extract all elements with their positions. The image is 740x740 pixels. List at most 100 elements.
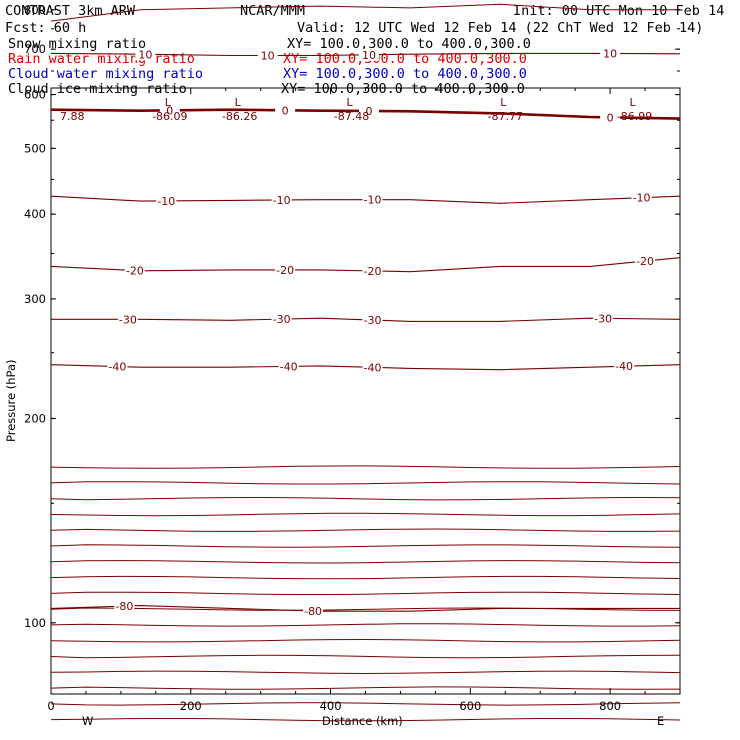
axis-ticks: 1002003004005006007008009001000020040060… (24, 3, 681, 713)
contour-layer: -80 -80 -40 -40 -40 -40 -30 -30 -30 -30 -20 -20 -20 -… (50, 3, 681, 722)
valid-time: Valid: 12 UTC Wed 12 Feb 14 (22 ChT Wed … (297, 20, 703, 36)
isotherm-label: -10 (157, 195, 175, 208)
upper-contour-line (50, 528, 681, 532)
isotherm-label-bg (614, 360, 635, 373)
isotherm-label-bg (600, 47, 621, 60)
low-center-marker: L (500, 96, 507, 109)
upper-contour-line (50, 481, 681, 485)
isotherm-label: 0 (607, 111, 614, 124)
low-center-value: -86.09 (152, 110, 187, 123)
isotherm-label: 10 (138, 48, 152, 61)
y-tick-label: 200 (24, 411, 46, 425)
upper-contour-line (50, 496, 681, 501)
east-label: E (657, 714, 664, 728)
isotherm-label: 0 (166, 104, 173, 117)
field-name-cloud-ice: Cloud ice mixing ratio (8, 81, 187, 97)
isotherm-label: 0 (365, 105, 372, 118)
y-tick-label: 700 (24, 42, 46, 56)
x-tick-label: 200 (180, 699, 202, 713)
isotherm-label-bg (362, 361, 383, 374)
isotherm-label-bg (275, 104, 296, 117)
low-center-value: -86.99 (617, 110, 652, 123)
y-tick-label: 300 (24, 292, 46, 306)
isotherm-label: -10 (273, 194, 291, 207)
x-tick-label: 400 (320, 699, 342, 713)
x-tick-label: 800 (599, 699, 621, 713)
isotherm-label: -80 (304, 605, 322, 618)
upper-contour-line (50, 670, 681, 675)
isotherm-label-bg (278, 360, 299, 373)
isotherm-label: -20 (636, 255, 654, 268)
y-axis-title: Pressure (hPa) (4, 360, 18, 443)
upper-contour-line (50, 702, 681, 706)
low-center-marker: L (235, 96, 242, 109)
west-label: W (82, 714, 93, 728)
low-level-contour (50, 3, 680, 22)
y-tick-label: 800 (24, 3, 46, 17)
isotherm-label: -40 (108, 361, 126, 374)
isotherm-label: 10 (603, 47, 617, 60)
x-axis-title: Distance (km) (322, 714, 403, 728)
upper-contour-line (50, 686, 681, 690)
org-label: NCAR/MMM (240, 3, 305, 19)
isotherm-label-bg (275, 263, 296, 276)
isotherm-label-bg (631, 191, 652, 204)
isotherm-label-bg (159, 104, 180, 117)
upper-contour-line (50, 718, 681, 722)
init-time: Init: 00 UTC Mon 10 Feb 14 (513, 3, 724, 19)
isotherm-label-bg (135, 48, 156, 61)
isotherm-label: -30 (273, 313, 291, 326)
upper-contour-line (50, 560, 681, 564)
isotherm-label: -20 (276, 264, 294, 277)
upper-contour-line (50, 623, 681, 627)
low-center-marker: L (165, 96, 172, 109)
field-xy-snow: XY= 100.0,300.0 to 400.0,300.0 (287, 36, 531, 52)
low-center-marker: L (630, 96, 637, 109)
upper-contour-line (50, 544, 681, 548)
upper-contour-line (50, 465, 681, 469)
forecast-hour: Fcst: 60 h (5, 20, 86, 36)
isotherm-label: -40 (280, 360, 298, 373)
isotherm-label-bg (362, 314, 383, 327)
upper-contour-line (50, 575, 681, 580)
isotherm-label-bg (635, 255, 656, 268)
isotherm-label: -20 (364, 265, 382, 278)
isotherm-label-bg (362, 193, 383, 206)
isotherm-label-bg (303, 605, 324, 618)
field-xy-cloud-ice: XY= 100.0,300.0 to 400.0,300.0 (281, 81, 525, 97)
low-center-value: -87.48 (334, 110, 369, 123)
isotherm-label-bg (271, 313, 292, 326)
isotherm-label-bg (124, 264, 145, 277)
isotherm-label: -40 (364, 361, 382, 374)
plot-frame (50, 87, 681, 695)
isotherm-label-bg (156, 194, 177, 207)
upper-contour-line (50, 607, 681, 611)
upper-contour-line (50, 591, 681, 595)
upper-contour-line (50, 638, 681, 643)
isotherm-label: 10 (362, 49, 376, 62)
y-tick-label: 100 (24, 616, 46, 630)
isotherm-label: -10 (364, 194, 382, 207)
isotherm-label: -10 (633, 192, 651, 205)
isotherm-label-bg (358, 105, 379, 118)
isotherm-label-bg (257, 49, 278, 62)
isotherm-label: 0 (282, 104, 289, 117)
isotherm-label: -80 (115, 600, 133, 613)
isotherm-label-bg (107, 360, 128, 373)
isotherm-label: -30 (594, 312, 612, 325)
low-center-marker: L (346, 96, 353, 109)
isotherm--80 (50, 605, 680, 612)
isotherm-label: -20 (126, 265, 144, 278)
field-xy-cloud-water: XY= 100.0,300.0 to 400.0,300.0 (283, 66, 527, 82)
isotherm-label-bg (362, 264, 383, 277)
edge-value-label: 7.88 (60, 110, 85, 123)
isotherm-label-bg (593, 312, 614, 325)
y-tick-label: 600 (24, 88, 46, 102)
isotherm-label: -30 (119, 313, 137, 326)
isotherm-label-bg (600, 111, 621, 124)
isotherm-label: -30 (364, 314, 382, 327)
isotherm-label: 10 (261, 50, 275, 63)
x-tick-label: 0 (47, 699, 54, 713)
low-center-value: -87.77 (488, 110, 523, 123)
